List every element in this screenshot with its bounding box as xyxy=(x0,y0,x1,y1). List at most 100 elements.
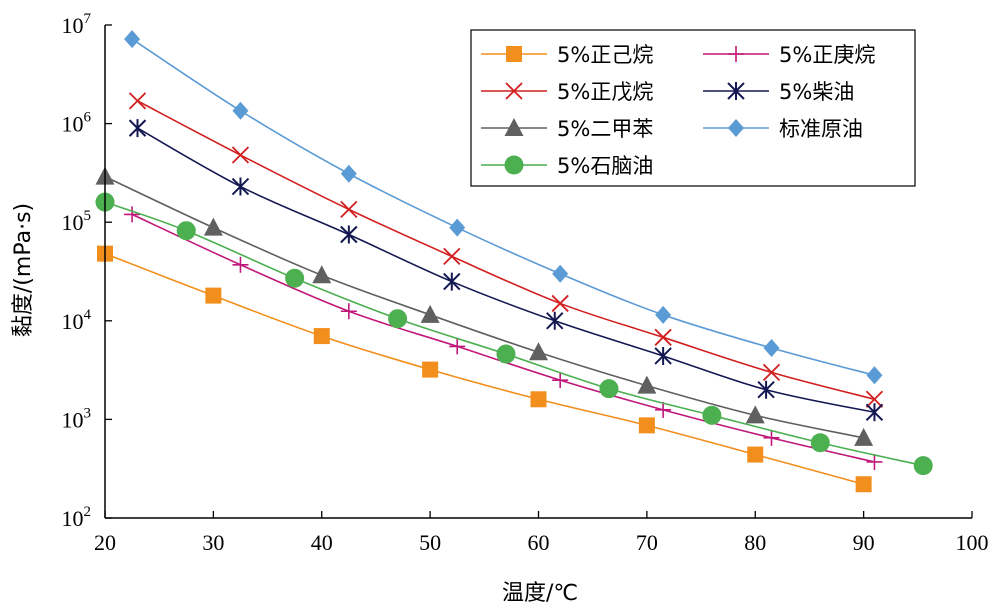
data-point xyxy=(655,401,672,418)
series-3 xyxy=(128,92,884,408)
y-tick-label: 104 xyxy=(62,307,92,334)
data-point xyxy=(810,433,830,453)
x-tick-label: 60 xyxy=(528,530,550,555)
data-point xyxy=(529,342,548,361)
data-point xyxy=(203,217,223,236)
x-tick-label: 90 xyxy=(853,530,875,555)
legend-box xyxy=(470,29,916,187)
data-point xyxy=(422,361,439,378)
data-point xyxy=(205,287,222,304)
data-point xyxy=(855,476,872,493)
data-point xyxy=(599,379,619,399)
y-tick-label: 103 xyxy=(62,405,92,432)
data-point xyxy=(763,338,780,357)
data-point xyxy=(762,363,781,381)
data-point xyxy=(866,453,883,470)
legend-item: 标准原油 xyxy=(703,117,863,141)
data-point xyxy=(505,82,523,100)
legend-item: 5%正己烷 xyxy=(481,43,653,67)
series-line xyxy=(131,213,875,463)
data-point xyxy=(654,328,672,346)
data-point xyxy=(128,119,147,138)
legend-item: 5%二甲苯 xyxy=(481,117,653,141)
x-tick-label: 40 xyxy=(311,530,333,555)
data-point xyxy=(496,344,516,364)
y-tick-label: 106 xyxy=(62,110,92,137)
series-line xyxy=(137,100,875,401)
series-6 xyxy=(124,30,883,385)
x-tick-label: 100 xyxy=(956,530,989,555)
y-axis-title: 黏度/(mPa·s) xyxy=(11,203,36,337)
data-point xyxy=(340,225,358,244)
data-point xyxy=(449,338,466,355)
legend-label: 5%正庚烷 xyxy=(779,43,875,67)
x-tick-label: 80 xyxy=(744,530,766,555)
legend-item: 5%正庚烷 xyxy=(703,43,875,67)
data-point xyxy=(176,221,196,241)
data-point xyxy=(231,146,250,164)
series-1 xyxy=(97,245,872,493)
data-point xyxy=(285,268,305,288)
series-line xyxy=(104,175,864,439)
series-5 xyxy=(95,166,874,446)
data-point xyxy=(763,429,780,446)
data-point xyxy=(504,118,524,136)
legend-label: 5%正戊烷 xyxy=(557,80,653,104)
data-point xyxy=(913,456,933,476)
data-point xyxy=(552,264,569,283)
data-point xyxy=(312,265,332,284)
data-point xyxy=(504,155,524,175)
legend-label: 5%石脑油 xyxy=(557,154,653,178)
data-point xyxy=(506,46,522,62)
data-point xyxy=(340,200,358,218)
series-line xyxy=(137,127,875,414)
data-point xyxy=(546,311,564,330)
series-4 xyxy=(128,119,884,422)
data-point xyxy=(420,304,440,323)
data-point xyxy=(745,405,765,424)
data-point xyxy=(232,256,249,273)
data-point xyxy=(728,119,744,137)
data-point xyxy=(124,30,141,49)
data-point xyxy=(530,391,547,408)
data-point xyxy=(854,427,874,446)
legend-label: 标准原油 xyxy=(779,117,863,141)
x-tick-label: 70 xyxy=(636,530,658,555)
data-point xyxy=(637,375,657,394)
legend: 5%正己烷 5%正庚烷 5%正戊烷 5%柴油 5%二甲苯 标准原油 5%石脑油 xyxy=(470,29,916,187)
axes: 20 30 40 50 60 70 80 90 100 102 103 104 105 106 107 xyxy=(62,11,989,555)
data-point xyxy=(757,380,775,399)
x-axis-title: 温度/℃ xyxy=(502,581,578,606)
series-2 xyxy=(124,206,883,470)
x-tick-label: 20 xyxy=(94,530,116,555)
series-7 xyxy=(95,192,933,476)
data-point xyxy=(124,206,141,223)
data-point xyxy=(727,82,745,100)
data-point xyxy=(638,417,655,434)
data-point xyxy=(728,46,744,62)
y-tick-label: 105 xyxy=(62,208,92,235)
x-tick-label: 50 xyxy=(419,530,441,555)
data-point xyxy=(702,405,722,425)
legend-label: 5%正己烷 xyxy=(557,43,653,67)
data-point xyxy=(449,218,466,237)
series-line xyxy=(104,252,864,486)
data-point xyxy=(232,101,249,120)
legend-label: 5%二甲苯 xyxy=(557,117,653,141)
data-point xyxy=(654,346,672,365)
y-tick-label: 107 xyxy=(62,11,92,38)
data-point xyxy=(443,247,461,266)
data-point xyxy=(655,305,672,324)
data-point xyxy=(313,328,330,345)
y-tick-label: 102 xyxy=(62,504,92,531)
legend-label: 5%柴油 xyxy=(779,80,854,104)
data-point xyxy=(866,366,883,385)
data-point xyxy=(128,92,147,110)
series-line xyxy=(104,201,924,467)
data-point xyxy=(388,309,408,329)
data-point xyxy=(865,403,884,422)
data-point xyxy=(747,446,764,463)
legend-item: 5%柴油 xyxy=(703,80,854,104)
data-point xyxy=(340,164,357,183)
